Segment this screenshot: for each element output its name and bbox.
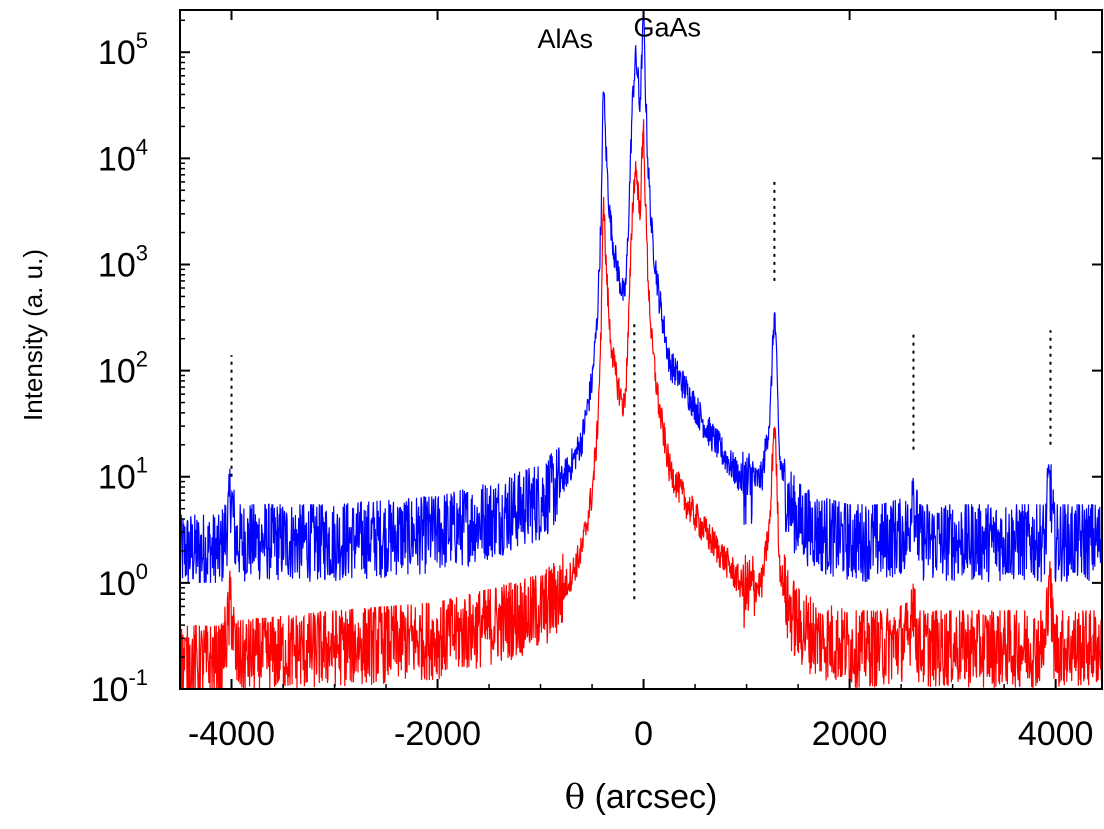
- x-axis-symbol: θ: [565, 777, 585, 817]
- plot-frame: [179, 9, 1103, 690]
- x-tick-label: -4000: [188, 715, 275, 753]
- annotations: AlAs GaAs: [538, 13, 702, 54]
- x-axis: -4000 -2000 0 2000 4000: [179, 10, 1094, 753]
- y-tick-label: 105: [98, 28, 148, 72]
- y-tick-label: 101: [98, 453, 148, 497]
- y-axis: 10-1 100 101 102 103 104 105: [91, 19, 1102, 709]
- y-tick-label: 103: [98, 240, 148, 284]
- x-axis-unit: (arcsec): [585, 778, 717, 816]
- x-axis-title: θ (arcsec): [565, 777, 718, 817]
- series-blue-line: [179, 10, 1103, 583]
- y-tick-label: 104: [98, 134, 148, 178]
- series-red-line: [179, 119, 1103, 690]
- series-layer: [179, 10, 1103, 690]
- x-tick-label: 2000: [812, 715, 888, 753]
- x-tick-label: 0: [634, 715, 653, 753]
- y-tick-label: 102: [98, 347, 148, 391]
- y-axis-title: Intensity (a. u.): [18, 249, 48, 421]
- x-tick-label: -2000: [394, 715, 481, 753]
- annotation-gaas: GaAs: [634, 13, 702, 43]
- x-tick-label: 4000: [1018, 715, 1094, 753]
- y-tick-label: 100: [98, 559, 148, 603]
- annotation-alas: AlAs: [538, 24, 594, 54]
- y-tick-label: 10-1: [91, 665, 148, 709]
- dotted-markers: [230, 178, 1052, 600]
